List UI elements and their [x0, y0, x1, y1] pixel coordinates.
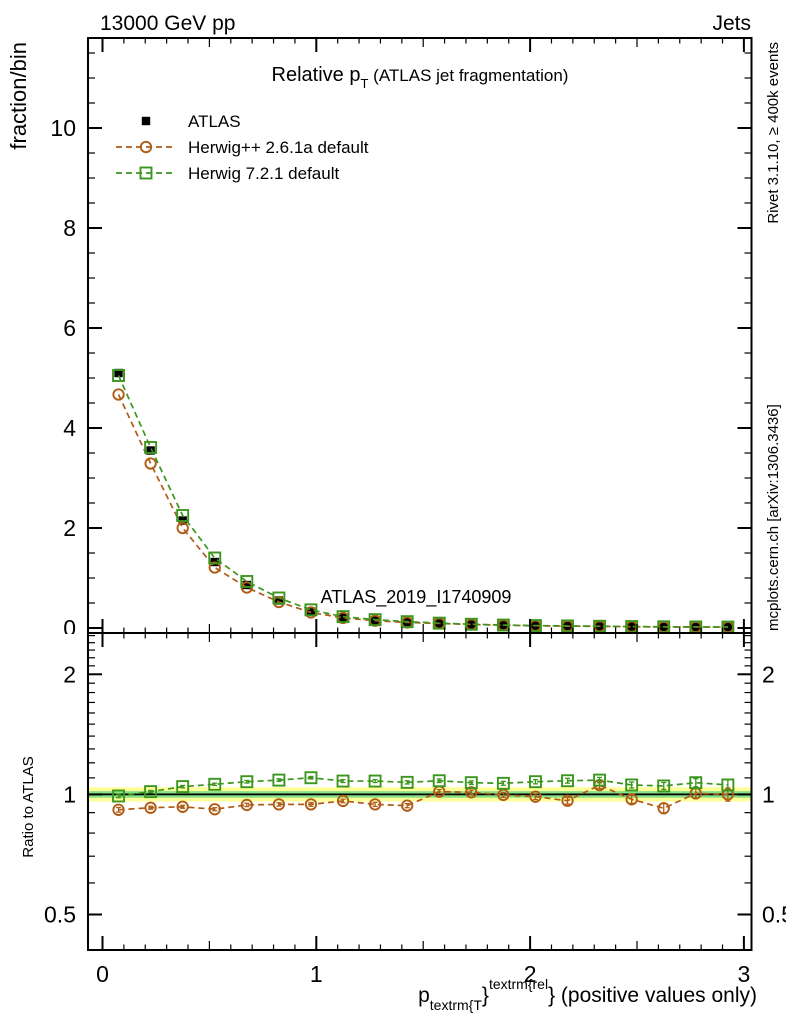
main-data-point: [306, 607, 316, 616]
main-data-point: [274, 596, 284, 605]
ratio-data-point: [657, 779, 671, 793]
main-data-point: [112, 369, 125, 382]
main-data-point: [112, 388, 125, 401]
header-energy-label: 13000 GeV pp: [100, 12, 235, 35]
y-tick-label-main: 0: [63, 615, 76, 641]
ratio-data-point: [176, 800, 189, 813]
y-axis-label-main: fraction/bin: [6, 42, 31, 150]
legend-label-herwigpp: Herwig++ 2.6.1a default: [188, 138, 369, 157]
legend-label-herwig7: Herwig 7.2.1 default: [188, 164, 339, 183]
main-data-point: [464, 617, 478, 631]
ratio-data-point: [240, 775, 254, 789]
main-data-point: [304, 603, 318, 617]
ratio-data-point: [112, 789, 125, 803]
ratio-data-point: [368, 798, 382, 811]
ratio-data-point: [496, 776, 510, 790]
ratio-data-point: [464, 776, 478, 790]
main-data-point: [144, 457, 157, 470]
main-data-point: [144, 441, 158, 454]
ratio-data-point: [144, 785, 158, 799]
y-tick-label-ratio-left: 1: [63, 781, 76, 807]
main-data-point: [723, 622, 733, 632]
ratio-data-point: [625, 778, 639, 792]
ratio-data-point: [689, 776, 703, 790]
y-tick-label-main: 8: [63, 215, 76, 241]
main-data-point: [240, 575, 254, 588]
ratio-data-point: [208, 777, 222, 791]
y-axis-label-ratio: Ratio to ATLAS: [20, 756, 37, 857]
ratio-data-point: [240, 798, 253, 812]
x-tick-label: 0: [96, 961, 109, 987]
legend-label-atlas: ATLAS: [188, 112, 241, 131]
watermark-analysis-id: ATLAS_2019_I1740909: [321, 587, 512, 608]
ratio-data-point: [272, 773, 286, 787]
ratio-data-point: [272, 798, 286, 811]
ratio-data-point: [176, 780, 190, 794]
ratio-data-point: [528, 775, 542, 789]
main-data-point: [593, 619, 607, 633]
main-data-point: [114, 368, 123, 378]
legend-marker-filled-square: [141, 116, 151, 126]
ratio-data-point: [721, 778, 735, 792]
ratio-data-point: [401, 799, 414, 812]
ratio-data-point: [657, 802, 670, 815]
y-tick-label-ratio-right: 0.5: [762, 902, 786, 928]
main-data-point: [146, 446, 155, 455]
x-tick-label: 1: [310, 961, 323, 987]
y-tick-label-main: 6: [63, 315, 76, 341]
x-tick-label: 3: [738, 961, 751, 987]
plot-generated-content: 0 1 2 3 0 2 4 6 8 10 0.5 0.5 1 1 2 2: [44, 37, 786, 987]
ratio-data-point: [432, 774, 446, 788]
ratio-data-point: [208, 803, 221, 816]
main-data-point: [627, 622, 636, 631]
main-data-point: [208, 561, 221, 574]
main-data-point: [467, 620, 476, 629]
ratio-data-point: [593, 773, 607, 787]
main-data-point: [272, 591, 286, 605]
ratio-panel-frame: [87, 632, 753, 951]
ratio-data-point: [304, 798, 318, 811]
main-data-point: [400, 615, 414, 629]
plot-title: Relative pT (ATLAS jet fragmentation): [272, 64, 569, 91]
ratio-data-point: [561, 794, 574, 807]
main-data-point: [561, 619, 574, 633]
y-tick-label-ratio-right: 1: [762, 781, 775, 807]
y-tick-label-main: 4: [63, 415, 76, 441]
side-note-rivet: Rivet 3.1.10, ≥ 400k events: [765, 42, 782, 224]
main-data-point: [432, 616, 446, 630]
legend-marker-open-circle: [139, 140, 153, 154]
main-data-point: [176, 509, 190, 522]
ratio-data-point: [465, 786, 478, 799]
y-tick-label-ratio-left: 2: [63, 661, 76, 687]
ratio-data-point: [368, 774, 382, 788]
ratio-data-point: [336, 794, 350, 808]
ratio-data-point: [561, 774, 574, 788]
main-data-point: [242, 580, 252, 590]
ratio-data-point: [336, 774, 350, 788]
y-tick-label-ratio-right: 2: [762, 661, 775, 687]
ratio-data-point: [529, 790, 542, 803]
main-data-point: [208, 551, 222, 565]
legend-marker-open-square: [139, 166, 153, 180]
x-axis-title: ptextrm{T}textrm{rel} (positive values o…: [418, 976, 757, 1013]
side-note-mcplots: mcplots.cern.ch [arXiv:1306.3436]: [765, 404, 782, 631]
main-data-point: [176, 521, 189, 535]
ratio-data-point: [625, 793, 638, 806]
main-data-point: [368, 613, 382, 627]
y-tick-label-ratio-left: 0.5: [44, 902, 76, 928]
ratio-data-point: [112, 803, 125, 816]
main-data-point: [496, 618, 510, 632]
ratio-data-point: [400, 775, 414, 789]
y-tick-label-main: 10: [50, 115, 76, 141]
ratio-data-point: [304, 771, 318, 785]
x-tick-label: 2: [524, 961, 537, 987]
main-data-point: [336, 610, 350, 624]
header-process-label: Jets: [712, 12, 751, 35]
ratio-data-point: [144, 801, 157, 814]
y-tick-label-main: 2: [63, 515, 76, 541]
